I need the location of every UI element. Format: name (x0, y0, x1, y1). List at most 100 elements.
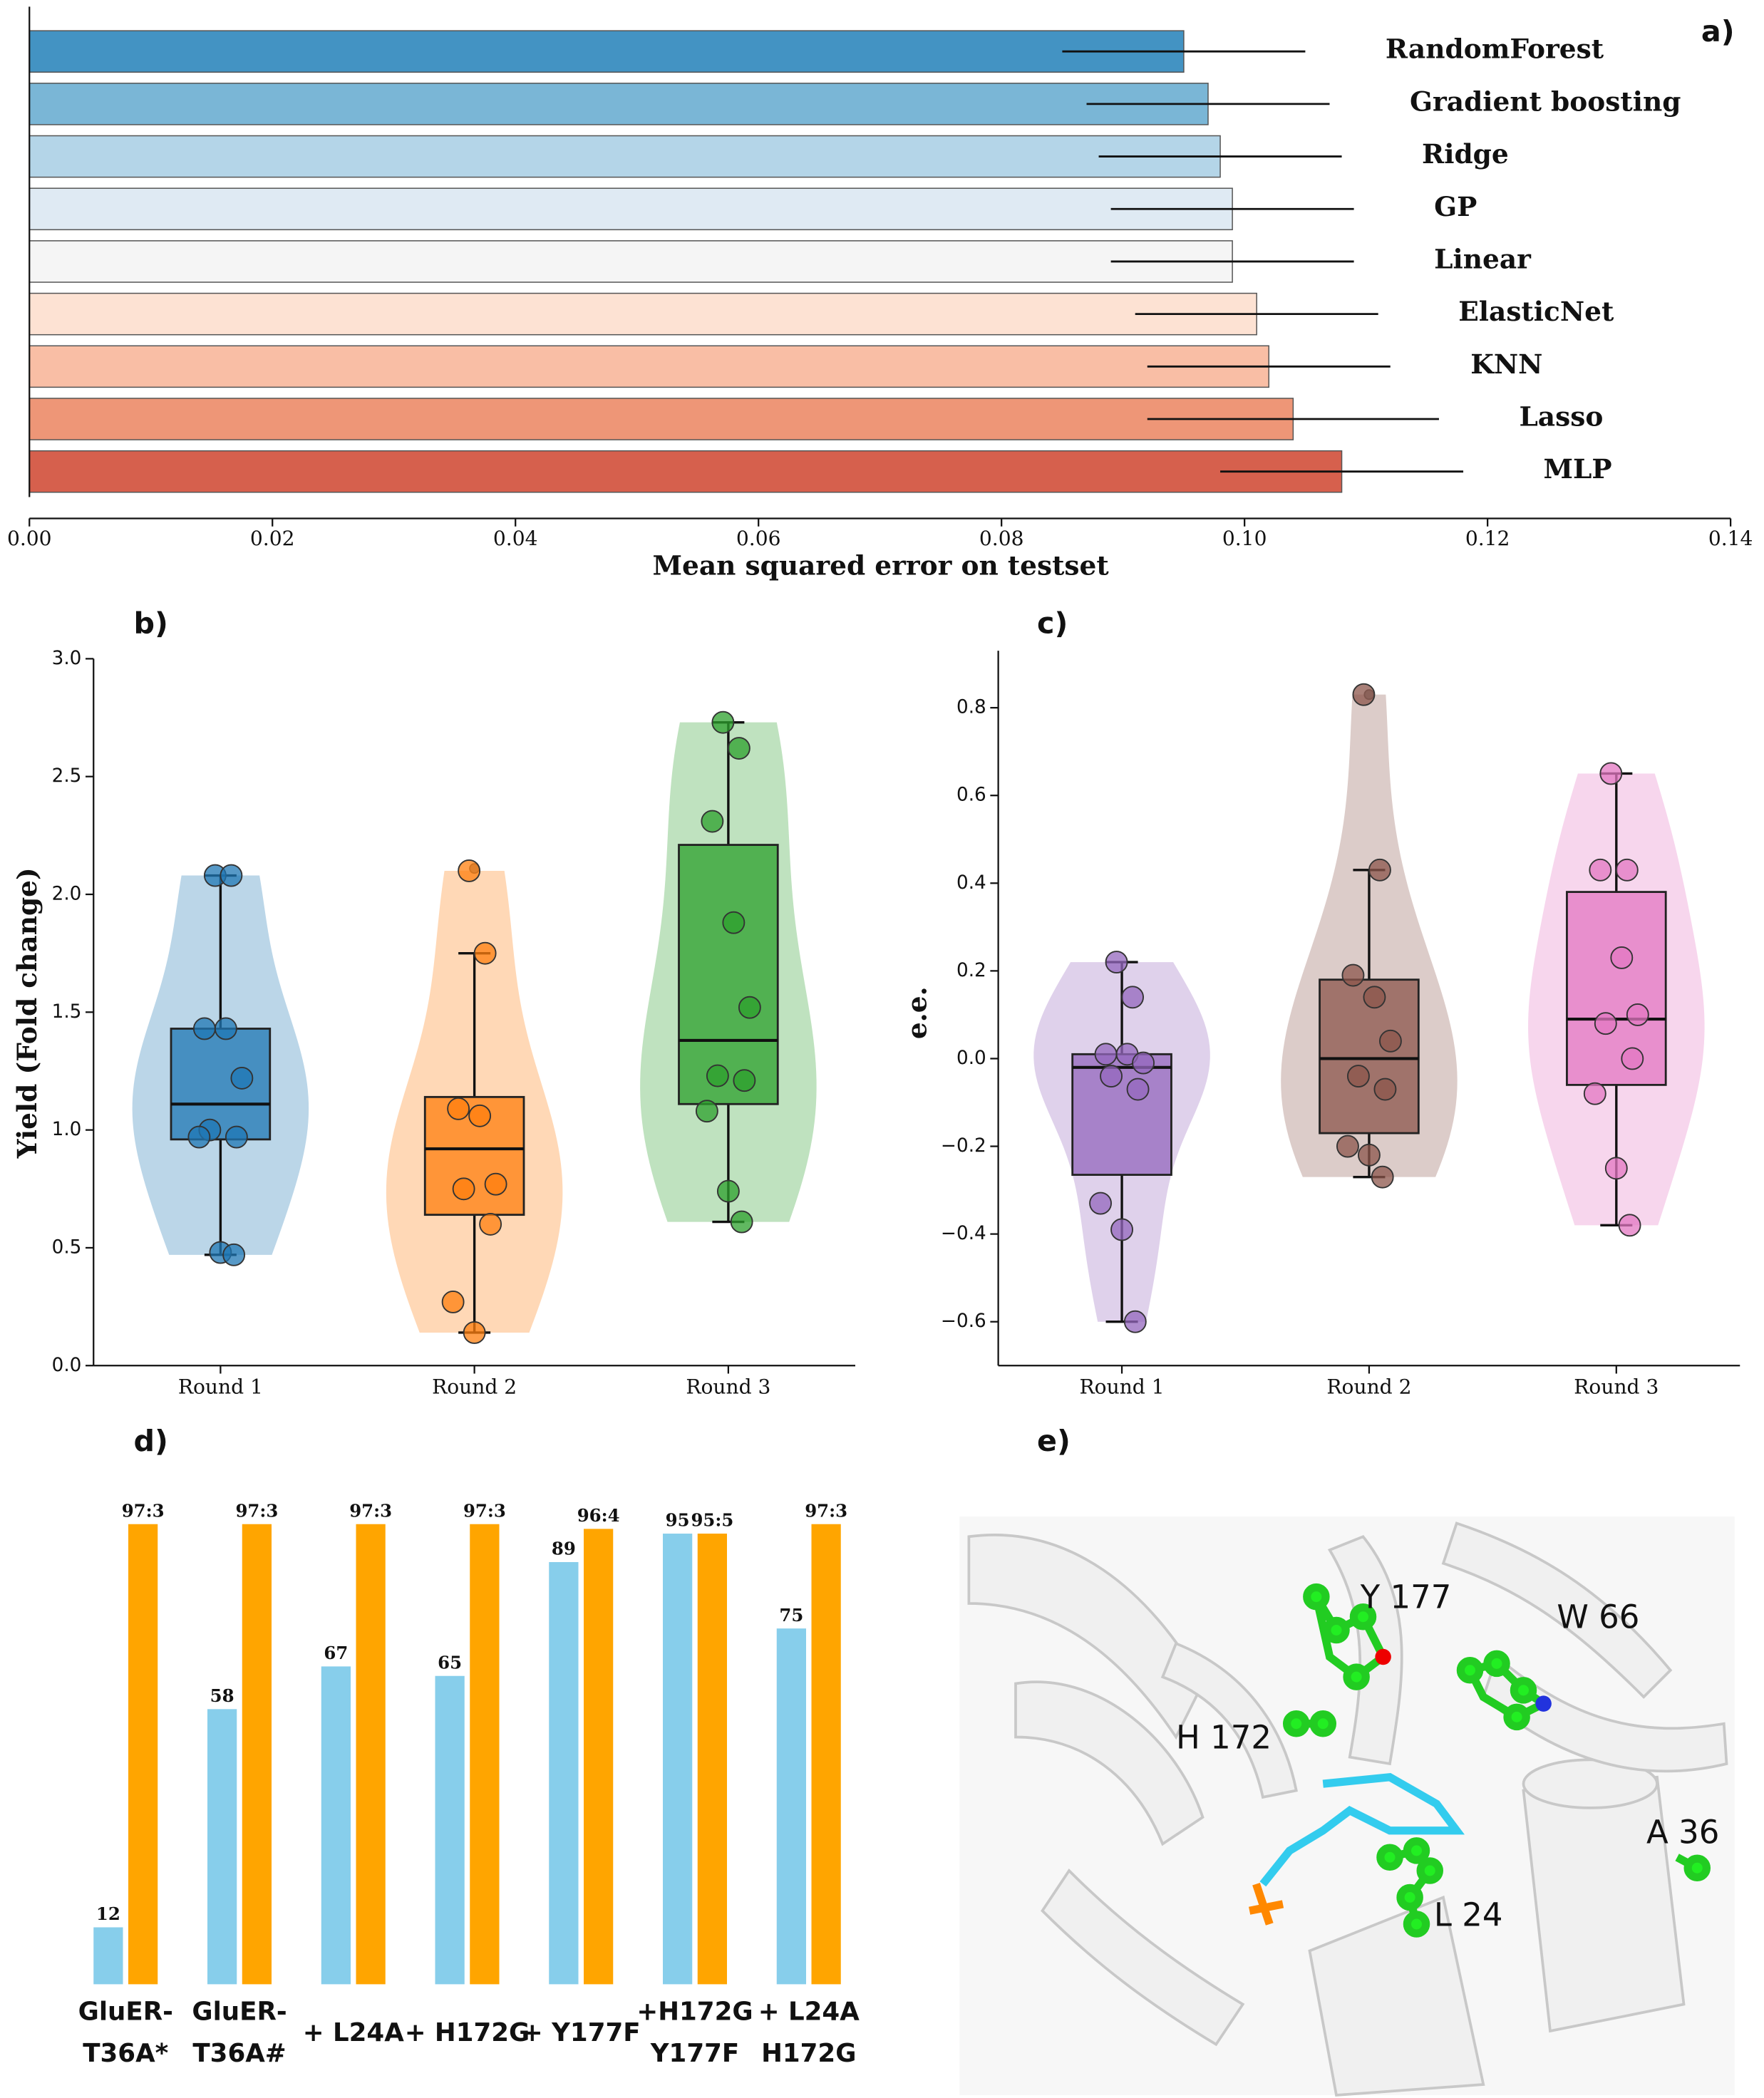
point (479, 1212, 502, 1236)
bar (811, 1524, 841, 1985)
x-tick-label: Round 3 (686, 1375, 770, 1399)
structure-image (959, 1516, 1735, 2097)
x-tick-label: 0.14 (1708, 527, 1753, 550)
bar (29, 398, 1294, 440)
x-tick-label: GluER- (192, 1998, 287, 2027)
box (170, 1028, 272, 1141)
point (1373, 1078, 1397, 1101)
y-tick-label: 0.5 (52, 1236, 82, 1258)
residue-label: W 66 (1557, 1598, 1639, 1636)
bar (549, 1561, 579, 1985)
point (1110, 1218, 1133, 1241)
residue-label: Y 177 (1360, 1578, 1452, 1616)
panel-label: a) (1701, 14, 1735, 48)
x-tick-label: + Y177F (522, 2018, 641, 2047)
bar-label: ElasticNet (1458, 296, 1614, 327)
y-tick-label: 1.0 (52, 1119, 82, 1140)
y-tick-label: 0.2 (956, 960, 986, 981)
y-tick-label: 0.8 (956, 697, 986, 718)
point (225, 1125, 248, 1149)
point (1100, 1065, 1123, 1088)
y-tick-label: 1.5 (52, 1001, 82, 1023)
bar (29, 135, 1221, 178)
value-label: 58 (210, 1685, 234, 1706)
point (1105, 951, 1128, 974)
point (473, 941, 497, 965)
point (1358, 1143, 1381, 1167)
point (1604, 1157, 1628, 1180)
bar (29, 83, 1209, 125)
point (1123, 1310, 1147, 1333)
x-tick-label: Round 3 (1574, 1375, 1659, 1399)
oxygen-atom (1375, 1648, 1391, 1665)
panel-label: b) (134, 606, 168, 641)
point (701, 810, 724, 833)
bar (663, 1534, 693, 1985)
x-tick-label: +H172G (636, 1998, 753, 2027)
point (222, 1243, 246, 1266)
bar (242, 1524, 272, 1985)
point (1618, 1214, 1641, 1237)
bar (697, 1534, 727, 1985)
point (1371, 1165, 1394, 1189)
point (711, 710, 735, 734)
protein-ribbons (967, 1521, 1728, 2097)
x-tick-label: Round 2 (1326, 1375, 1411, 1399)
point (1626, 1003, 1649, 1026)
bar (470, 1524, 500, 1985)
point (441, 1291, 465, 1313)
ligand (1259, 1772, 1465, 1887)
y-axis-label: Yield (Fold change) (11, 867, 43, 1159)
x-tick-label: 0.12 (1465, 527, 1510, 550)
y-tick-label: 0.0 (956, 1048, 986, 1069)
panel-label: d) (134, 1424, 168, 1458)
x-tick-label: T36A* (83, 2039, 168, 2068)
y-tick-label: 2.5 (52, 765, 82, 787)
x-tick-label: + L24A (758, 1998, 860, 2027)
point (484, 1172, 507, 1196)
point (1132, 1051, 1155, 1075)
bar (321, 1666, 351, 1985)
value-label: 75 (779, 1605, 803, 1626)
bar (29, 187, 1233, 231)
point (1336, 1135, 1359, 1158)
point (447, 1097, 470, 1120)
point (1363, 986, 1386, 1009)
value-label: 95 (666, 1510, 690, 1531)
bar (356, 1524, 386, 1985)
point (1621, 1047, 1644, 1070)
point (1610, 946, 1634, 969)
bar (776, 1628, 806, 1985)
residue-label: H 172 (1176, 1718, 1272, 1756)
residue-label: L 24 (1434, 1896, 1503, 1934)
bar-label: GP (1434, 191, 1477, 222)
x-tick-label: H172G (761, 2039, 856, 2068)
point (458, 859, 481, 882)
point (463, 1321, 486, 1344)
point (1089, 1192, 1112, 1215)
bar-label: KNN (1470, 348, 1542, 380)
x-tick-label: T36A# (192, 2039, 286, 2068)
box (678, 844, 779, 1105)
value-label: 67 (324, 1643, 348, 1663)
point (706, 1064, 729, 1087)
point (1126, 1078, 1150, 1101)
point (192, 1017, 216, 1040)
bar-label: Linear (1434, 243, 1532, 274)
point (187, 1125, 211, 1149)
x-tick-label: 0.04 (493, 527, 538, 550)
phosphate (1249, 1882, 1284, 1926)
bar (29, 345, 1270, 388)
point (722, 911, 746, 934)
bar (435, 1675, 465, 1985)
y-tick-label: −0.2 (941, 1135, 986, 1157)
bar-label: Gradient boosting (1410, 86, 1681, 117)
y-tick-label: 0.0 (52, 1355, 82, 1376)
point (695, 1100, 718, 1123)
value-label: 97:3 (349, 1500, 392, 1521)
box (1566, 891, 1667, 1086)
point (1352, 683, 1376, 706)
point (468, 1104, 492, 1127)
point (1347, 1065, 1370, 1088)
